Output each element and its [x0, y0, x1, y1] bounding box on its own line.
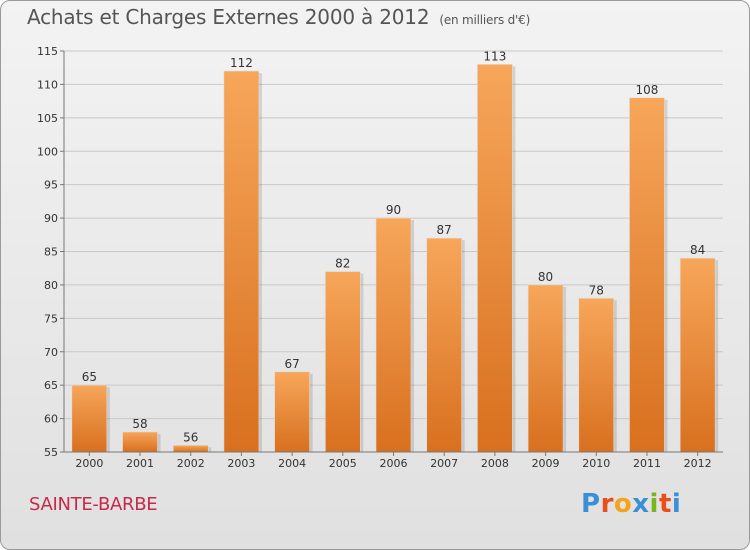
proxiti-logo: Proxiti: [581, 489, 681, 519]
data-label: 108: [636, 83, 659, 97]
bar: [426, 237, 462, 453]
y-tick-label: 95: [44, 179, 58, 192]
y-tick-label: 110: [37, 78, 58, 91]
y-tick-label: 115: [37, 45, 58, 58]
data-label: 56: [183, 430, 198, 444]
x-tick-label: 2007: [430, 457, 458, 470]
chart-unit: (en milliers d'€): [439, 13, 531, 27]
logo-letter: i: [649, 489, 659, 519]
bar: [223, 70, 260, 453]
x-tick-label: 2006: [380, 457, 408, 470]
y-tick-label: 85: [44, 246, 58, 259]
chart-title-text: Achats et Charges Externes 2000 à 2012: [27, 5, 430, 29]
data-label: 80: [538, 270, 553, 284]
y-tick-label: 55: [44, 446, 58, 459]
y-tick-label: 70: [44, 346, 58, 359]
bar: [578, 297, 615, 453]
bar: [172, 445, 209, 453]
logo-letter: o: [613, 489, 633, 519]
x-tick-label: 2002: [177, 457, 205, 470]
bar: [679, 257, 716, 453]
x-tick-label: 2008: [481, 457, 509, 470]
y-tick-label: 80: [44, 279, 58, 292]
x-tick-label: 2005: [329, 457, 357, 470]
x-tick-label: 2000: [75, 457, 103, 470]
tick-labels: 55 60 65 70 75 80 85 90 95 100 105 110 115 65 2000 58 20…: [37, 45, 712, 470]
bar: [629, 97, 665, 453]
bar: [274, 371, 310, 453]
bar: [375, 217, 412, 453]
data-label: 112: [230, 56, 253, 70]
y-tick-label: 100: [37, 145, 58, 158]
data-label: 90: [386, 203, 401, 217]
x-tick-label: 2003: [227, 457, 255, 470]
commune-name: SAINTE-BARBE: [29, 494, 158, 515]
bar: [325, 271, 361, 453]
x-tick-label: 2012: [684, 457, 712, 470]
x-tick-label: 2010: [582, 457, 610, 470]
data-label: 82: [335, 257, 350, 271]
data-label: 84: [690, 243, 705, 257]
chart-title: Achats et Charges Externes 2000 à 2012 (e…: [27, 5, 530, 29]
logo-letter: x: [632, 489, 650, 519]
y-tick-label: 75: [44, 312, 58, 325]
logo-letter: i: [671, 489, 682, 519]
bar: [477, 64, 513, 453]
data-label: 113: [483, 49, 506, 63]
logo-letter: P: [581, 489, 601, 519]
logo-letter: r: [600, 489, 614, 519]
data-label: 65: [82, 370, 97, 384]
bars: [71, 64, 719, 453]
y-tick-label: 105: [37, 112, 58, 125]
y-tick-label: 90: [44, 212, 58, 225]
y-tick-label: 60: [44, 413, 58, 426]
y-tick-label: 65: [44, 379, 58, 392]
bar: [122, 431, 158, 453]
data-label: 67: [284, 357, 299, 371]
x-tick-label: 2001: [126, 457, 154, 470]
x-tick-label: 2004: [278, 457, 306, 470]
data-label: 87: [437, 223, 452, 237]
logo-letter: t: [658, 489, 672, 519]
x-tick-label: 2011: [633, 457, 661, 470]
bar: [71, 384, 108, 453]
bar: [527, 284, 564, 453]
x-tick-label: 2009: [532, 457, 560, 470]
data-label: 78: [589, 283, 604, 297]
data-label: 58: [132, 417, 147, 431]
axes: [60, 50, 723, 456]
